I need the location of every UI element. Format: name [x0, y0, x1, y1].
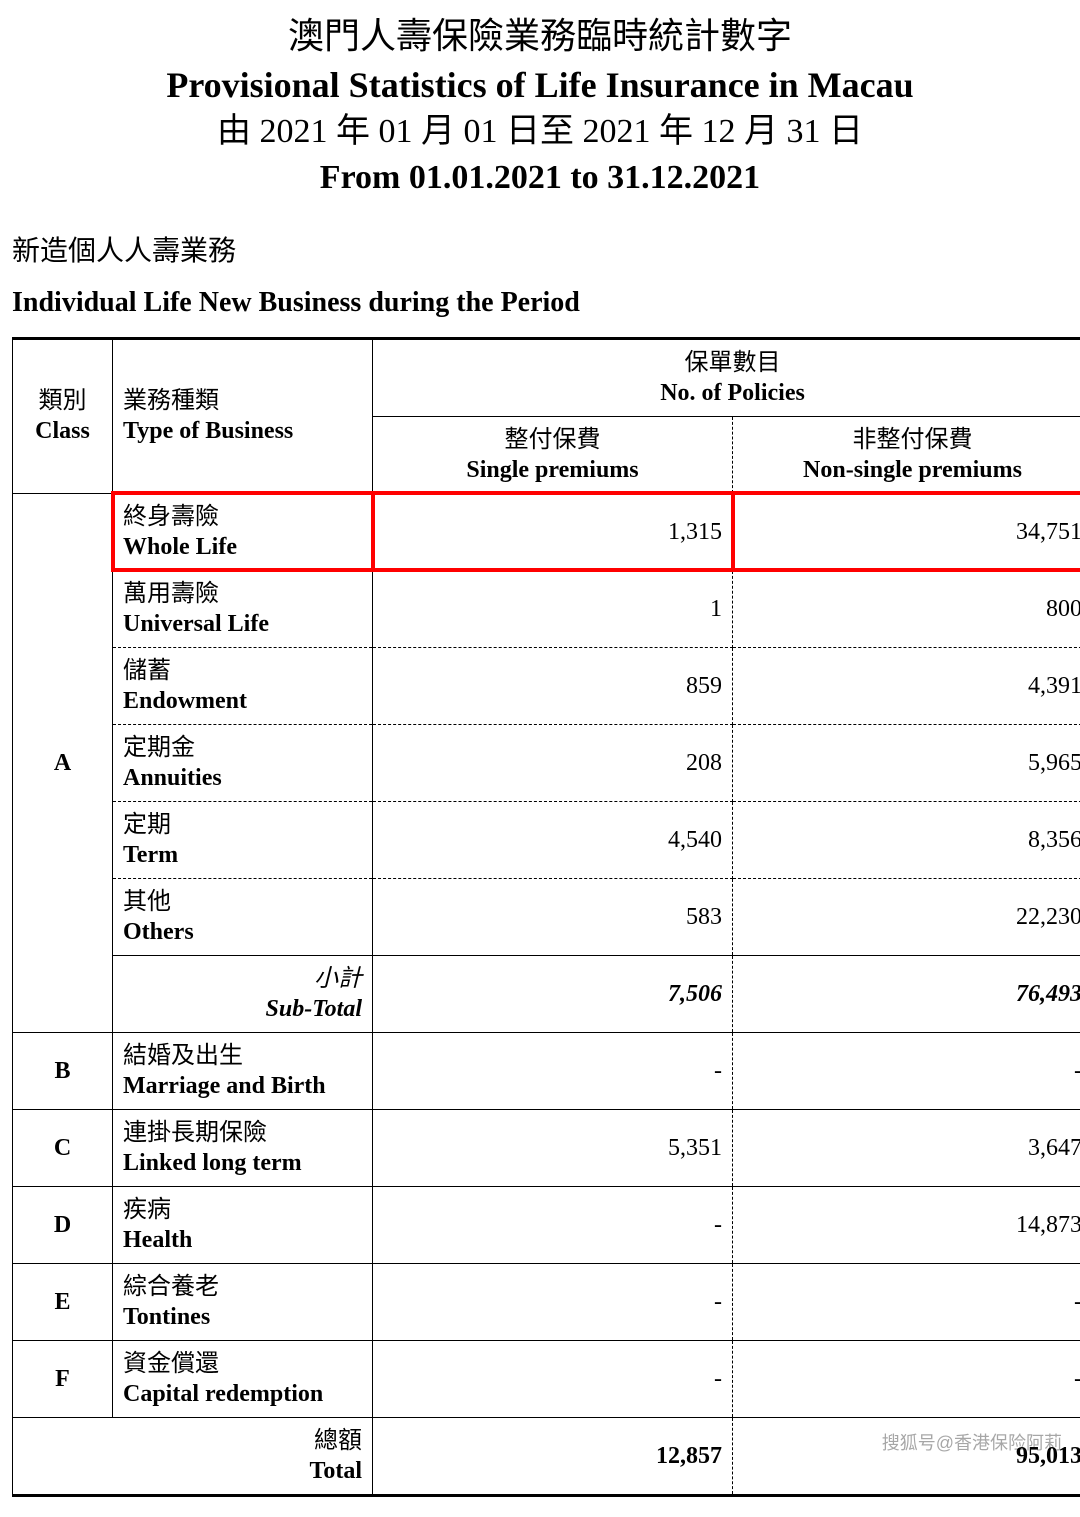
header-type-en: Type of Business — [123, 416, 362, 446]
header-policies-en: No. of Policies — [383, 378, 1080, 408]
type-capital-redemption: 資金償還Capital redemption — [113, 1340, 373, 1417]
class-f-cell: F — [13, 1340, 113, 1417]
class-e-cell: E — [13, 1263, 113, 1340]
header-class-en: Class — [23, 416, 102, 446]
nonsingle-others: 22,230 — [733, 878, 1080, 955]
nonsingle-f: - — [733, 1340, 1080, 1417]
single-d: - — [373, 1186, 733, 1263]
row-annuities: 定期金Annuities 208 5,965 — [13, 724, 1080, 801]
single-e: - — [373, 1263, 733, 1340]
single-endowment: 859 — [373, 647, 733, 724]
single-c: 5,351 — [373, 1109, 733, 1186]
type-others: 其他Others — [113, 878, 373, 955]
subtotal-label: 小計Sub-Total — [113, 955, 373, 1032]
type-linked-long-term: 連掛長期保險Linked long term — [113, 1109, 373, 1186]
row-others: 其他Others 583 22,230 — [13, 878, 1080, 955]
type-universal-life: 萬用壽險Universal Life — [113, 570, 373, 647]
row-class-d: D 疾病Health - 14,873 — [13, 1186, 1080, 1263]
row-class-b: B 結婚及出生Marriage and Birth - - — [13, 1032, 1080, 1109]
type-tontines: 綜合養老Tontines — [113, 1263, 373, 1340]
nonsingle-term: 8,356 — [733, 801, 1080, 878]
header-nonsingle-cn: 非整付保費 — [743, 425, 1080, 455]
row-whole-life: A 終身壽險 Whole Life 1,315 34,751 — [13, 493, 1080, 570]
nonsingle-subtotal: 76,493 — [733, 955, 1080, 1032]
row-universal-life: 萬用壽險Universal Life 1 800 — [13, 570, 1080, 647]
nonsingle-d: 14,873 — [733, 1186, 1080, 1263]
row-endowment: 儲蓄Endowment 859 4,391 — [13, 647, 1080, 724]
statistics-table: 類別 Class 業務種類 Type of Business 保單數目 No. … — [12, 337, 1080, 1497]
nonsingle-e: - — [733, 1263, 1080, 1340]
single-whole-life: 1,315 — [373, 493, 733, 570]
total-label: 總額 Total — [13, 1417, 373, 1495]
section-header-en: Individual Life New Business during the … — [12, 287, 1068, 319]
row-class-e: E 綜合養老Tontines - - — [13, 1263, 1080, 1340]
nonsingle-endowment: 4,391 — [733, 647, 1080, 724]
header-policies-cn: 保單數目 — [383, 348, 1080, 378]
header-type-cn: 業務種類 — [123, 386, 362, 416]
header-single: 整付保費 Single premiums — [373, 416, 733, 493]
type-endowment: 儲蓄Endowment — [113, 647, 373, 724]
title-date-en: From 01.01.2021 to 31.12.2021 — [12, 155, 1068, 201]
type-whole-life-cn: 終身壽險 — [123, 502, 362, 532]
nonsingle-c: 3,647 — [733, 1109, 1080, 1186]
type-health: 疾病Health — [113, 1186, 373, 1263]
header-nonsingle-en: Non-single premiums — [743, 455, 1080, 485]
row-class-f: F 資金償還Capital redemption - - — [13, 1340, 1080, 1417]
section-header-cn: 新造個人人壽業務 — [12, 229, 1068, 269]
title-cn: 澳門人壽保險業務臨時統計數字 — [12, 12, 1068, 61]
watermark-text: 搜狐号@香港保险阿莉 — [882, 1429, 1062, 1455]
header-policies: 保單數目 No. of Policies — [373, 338, 1080, 416]
single-b: - — [373, 1032, 733, 1109]
single-subtotal: 7,506 — [373, 955, 733, 1032]
single-total: 12,857 — [373, 1417, 733, 1495]
row-term: 定期Term 4,540 8,356 — [13, 801, 1080, 878]
type-annuities: 定期金Annuities — [113, 724, 373, 801]
header-single-cn: 整付保費 — [383, 425, 722, 455]
class-b-cell: B — [13, 1032, 113, 1109]
header-nonsingle: 非整付保費 Non-single premiums — [733, 416, 1080, 493]
single-term: 4,540 — [373, 801, 733, 878]
header-type: 業務種類 Type of Business — [113, 338, 373, 493]
type-whole-life: 終身壽險 Whole Life — [113, 493, 373, 570]
header-class-cn: 類別 — [23, 386, 102, 416]
single-annuities: 208 — [373, 724, 733, 801]
nonsingle-annuities: 5,965 — [733, 724, 1080, 801]
class-a-cell: A — [13, 493, 113, 1032]
nonsingle-whole-life: 34,751 — [733, 493, 1080, 570]
type-whole-life-en: Whole Life — [123, 532, 362, 562]
single-others: 583 — [373, 878, 733, 955]
title-block: 澳門人壽保險業務臨時統計數字 Provisional Statistics of… — [12, 12, 1068, 201]
type-term: 定期Term — [113, 801, 373, 878]
nonsingle-b: - — [733, 1032, 1080, 1109]
table-header-row-1: 類別 Class 業務種類 Type of Business 保單數目 No. … — [13, 338, 1080, 416]
header-class: 類別 Class — [13, 338, 113, 493]
title-en: Provisional Statistics of Life Insurance… — [12, 61, 1068, 110]
single-universal-life: 1 — [373, 570, 733, 647]
row-subtotal: 小計Sub-Total 7,506 76,493 — [13, 955, 1080, 1032]
row-class-c: C 連掛長期保險Linked long term 5,351 3,647 — [13, 1109, 1080, 1186]
single-f: - — [373, 1340, 733, 1417]
header-single-en: Single premiums — [383, 455, 722, 485]
class-c-cell: C — [13, 1109, 113, 1186]
title-date-cn: 由 2021 年 01 月 01 日至 2021 年 12 月 31 日 — [12, 109, 1068, 155]
nonsingle-universal-life: 800 — [733, 570, 1080, 647]
class-d-cell: D — [13, 1186, 113, 1263]
type-marriage-birth: 結婚及出生Marriage and Birth — [113, 1032, 373, 1109]
